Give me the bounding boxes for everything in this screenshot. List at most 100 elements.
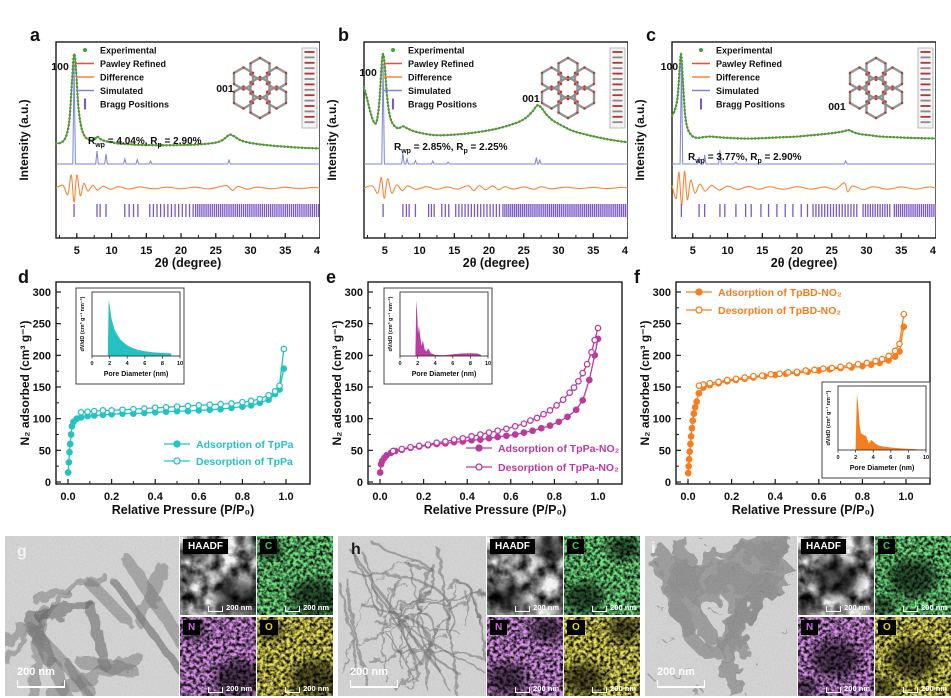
svg-text:1.0: 1.0	[278, 491, 293, 503]
svg-text:30: 30	[244, 245, 256, 257]
panel-letter-h: h	[351, 541, 361, 558]
svg-text:300: 300	[653, 287, 671, 299]
svg-text:40: 40	[930, 245, 936, 257]
svg-text:Relative Pressure (P/P₀): Relative Pressure (P/P₀)	[732, 503, 875, 517]
isotherm-legend: Adsorption of TpBD-NO₂ Desorption of TpBD…	[686, 287, 842, 317]
svg-text:Adsorption of TpPa: Adsorption of TpPa	[196, 439, 294, 451]
svg-text:250: 250	[345, 319, 363, 331]
svg-text:25: 25	[210, 245, 222, 257]
tem-image-i: 200 nm	[645, 536, 797, 696]
svg-text:100: 100	[653, 414, 671, 426]
eds-map-c-h: C 200 nm	[564, 536, 640, 615]
simulated-curve	[56, 63, 320, 165]
svg-text:5: 5	[690, 245, 696, 257]
isotherm-legend: Adsorption of TpPa Desorption of TpPa	[164, 439, 294, 468]
map-label-n: N	[801, 620, 819, 635]
svg-text:Desorption of TpBD-NO₂: Desorption of TpBD-NO₂	[718, 305, 841, 317]
difference-curve	[55, 174, 321, 203]
svg-text:Relative Pressure (P/P₀): Relative Pressure (P/P₀)	[424, 503, 567, 517]
svg-text:0: 0	[665, 477, 671, 489]
xrd-plot-b: Intensity (a.u.)5101520253035402θ (degre…	[325, 41, 634, 270]
svg-text:Simulated: Simulated	[716, 86, 759, 96]
svg-text:150: 150	[345, 382, 363, 394]
experimental-curve	[362, 52, 630, 144]
svg-text:30: 30	[860, 245, 872, 257]
map-scale-bar: 200 nm	[285, 684, 329, 693]
svg-text:15: 15	[756, 245, 768, 257]
svg-text:2: 2	[108, 361, 111, 367]
svg-text:10: 10	[721, 245, 733, 257]
svg-text:250: 250	[33, 319, 51, 331]
svg-text:4: 4	[126, 361, 130, 367]
map-label-n: N	[183, 620, 201, 635]
svg-text:Experimental: Experimental	[408, 46, 465, 56]
svg-text:20: 20	[175, 245, 187, 257]
map-scale-bar: 200 nm	[592, 684, 636, 693]
tem-panel-g: 200 nm HAADF 200 nm C 200 nm N 200 nm O 200 nm	[5, 536, 333, 696]
svg-text:0.2: 0.2	[104, 491, 119, 503]
svg-text:Intensity (a.u.): Intensity (a.u.)	[633, 99, 647, 180]
svg-text:50: 50	[659, 445, 671, 457]
svg-text:200: 200	[345, 350, 363, 362]
panel-letter-d: d	[18, 267, 29, 287]
svg-text:0: 0	[45, 477, 51, 489]
map-label-haadf: HAADF	[801, 539, 846, 554]
svg-text:Difference: Difference	[716, 73, 760, 83]
svg-text:25: 25	[518, 245, 530, 257]
svg-text:0.6: 0.6	[191, 491, 206, 503]
xrd-panel-c: Intensity (a.u.) 5 10 15 20 25 30 35 40 2θ (degre…	[628, 36, 942, 275]
svg-text:50: 50	[39, 445, 51, 457]
eds-map-o-i: O 200 nm	[875, 617, 951, 696]
svg-text:Difference: Difference	[100, 73, 144, 83]
svg-text:0.0: 0.0	[372, 491, 387, 503]
svg-text:dV/dD (cm³ g⁻¹ nm⁻¹): dV/dD (cm³ g⁻¹ nm⁻¹)	[825, 390, 832, 445]
simulated-curve	[672, 63, 936, 165]
svg-text:8: 8	[469, 361, 472, 367]
refinement-annotation: Rwp = 4.04%, Rp = 2.90%	[88, 136, 202, 149]
tem-image-g: 200 nm	[5, 536, 179, 696]
map-scale-bar: 200 nm	[515, 684, 559, 693]
isotherm-panel-d: 0 50 100 150 200 250 300 0.0 0.2 0.4 0.6 0.8 1.0 Rela…	[16, 276, 316, 523]
structure-inset	[540, 47, 626, 129]
svg-text:0.8: 0.8	[547, 491, 562, 503]
svg-text:0.4: 0.4	[768, 491, 784, 503]
svg-text:35: 35	[279, 245, 291, 257]
layer-stack-inset	[917, 47, 934, 129]
panel-letter-b: b	[338, 25, 349, 45]
svg-text:200: 200	[33, 350, 51, 362]
isotherm-legend: Adsorption of TpPa-NO₂ Desorption of TpPa…	[466, 443, 620, 474]
svg-text:Difference: Difference	[408, 73, 452, 83]
svg-text:0: 0	[357, 477, 363, 489]
svg-text:0.4: 0.4	[460, 491, 476, 503]
layer-stack-inset	[301, 47, 318, 129]
eds-map-n-g: N 200 nm	[180, 617, 256, 696]
svg-text:N₂ adsorbed (cm³ g⁻¹): N₂ adsorbed (cm³ g⁻¹)	[638, 320, 652, 445]
svg-text:0.2: 0.2	[724, 491, 739, 503]
svg-text:10: 10	[485, 361, 491, 367]
svg-text:150: 150	[33, 382, 51, 394]
svg-text:Desorption of TpPa-NO₂: Desorption of TpPa-NO₂	[498, 462, 619, 474]
isotherm-panel-f: 0 50 100 150 200 250 300 0.0 0.2 0.4 0.6 0.8 1.0 Rela…	[636, 276, 936, 523]
map-label-haadf: HAADF	[183, 539, 228, 554]
structure-inset	[232, 47, 318, 129]
refinement-annotation: Rwp = 2.85%, Rp = 2.25%	[394, 142, 508, 155]
eds-map-haadf-h: HAADF 200 nm	[487, 536, 563, 615]
simulated-curve	[364, 63, 628, 165]
xrd-legend: Experimental Pawley Refined Difference Simu…	[76, 46, 169, 110]
svg-text:6: 6	[889, 455, 892, 461]
svg-text:35: 35	[895, 245, 907, 257]
peak-label-100: 100	[51, 61, 69, 73]
eds-map-c-g: C 200 nm	[257, 536, 333, 615]
isotherm-panel-e: 0 50 100 150 200 250 300 0.0 0.2 0.4 0.6 0.8 1.0 Rela…	[328, 276, 628, 523]
svg-text:Intensity (a.u.): Intensity (a.u.)	[17, 99, 31, 180]
peak-label-001: 001	[828, 101, 846, 113]
svg-text:0.6: 0.6	[811, 491, 826, 503]
map-label-c: C	[567, 539, 585, 554]
bragg-positions	[680, 204, 937, 217]
panel-letter-g: g	[17, 543, 27, 560]
eds-map-haadf-i: HAADF 200 nm	[798, 536, 874, 615]
svg-text:Adsorption of TpPa-NO₂: Adsorption of TpPa-NO₂	[498, 443, 620, 455]
